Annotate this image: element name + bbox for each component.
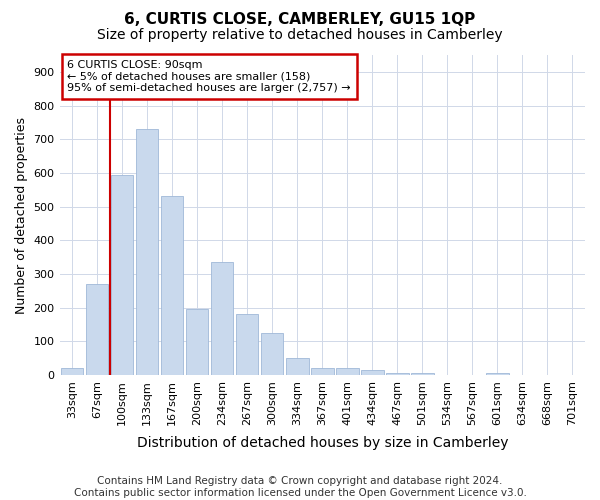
Bar xyxy=(361,370,383,375)
Bar xyxy=(486,374,509,375)
Bar xyxy=(161,196,184,375)
Bar xyxy=(286,358,308,375)
Bar xyxy=(311,368,334,375)
Bar xyxy=(61,368,83,375)
Text: 6 CURTIS CLOSE: 90sqm
← 5% of detached houses are smaller (158)
95% of semi-deta: 6 CURTIS CLOSE: 90sqm ← 5% of detached h… xyxy=(67,60,351,93)
X-axis label: Distribution of detached houses by size in Camberley: Distribution of detached houses by size … xyxy=(137,436,508,450)
Bar xyxy=(411,374,434,375)
Bar xyxy=(336,368,359,375)
Text: Size of property relative to detached houses in Camberley: Size of property relative to detached ho… xyxy=(97,28,503,42)
Bar xyxy=(86,284,109,375)
Y-axis label: Number of detached properties: Number of detached properties xyxy=(15,116,28,314)
Text: 6, CURTIS CLOSE, CAMBERLEY, GU15 1QP: 6, CURTIS CLOSE, CAMBERLEY, GU15 1QP xyxy=(124,12,476,28)
Bar xyxy=(211,262,233,375)
Bar xyxy=(111,174,133,375)
Bar xyxy=(386,374,409,375)
Bar xyxy=(236,314,259,375)
Bar xyxy=(261,333,283,375)
Bar xyxy=(136,129,158,375)
Text: Contains HM Land Registry data © Crown copyright and database right 2024.
Contai: Contains HM Land Registry data © Crown c… xyxy=(74,476,526,498)
Bar xyxy=(186,310,208,375)
